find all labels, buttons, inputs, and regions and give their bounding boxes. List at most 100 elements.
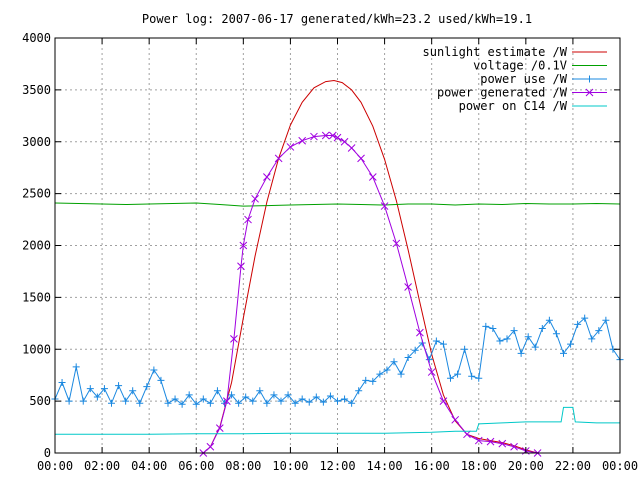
data-point: [321, 131, 330, 140]
data-point: [286, 143, 295, 151]
data-point: [256, 387, 264, 395]
y-tick-label: 2500: [22, 187, 51, 201]
data-point: [298, 136, 307, 145]
data-point: [560, 349, 567, 357]
data-point: [368, 173, 377, 181]
data-point: [486, 437, 495, 446]
legend-entry: power generated /W: [437, 86, 607, 100]
x-tick-label: 02:00: [84, 459, 120, 473]
data-point: [602, 316, 610, 324]
data-point: [439, 397, 448, 405]
y-tick-label: 1500: [22, 290, 51, 304]
series-0: [202, 79, 538, 454]
data-point: [474, 436, 483, 445]
data-point: [192, 400, 200, 408]
data-point: [122, 397, 130, 405]
legend-label: voltage /0.1V: [473, 59, 567, 73]
data-point: [263, 399, 271, 407]
data-point: [284, 391, 292, 399]
y-tick-label: 1000: [22, 342, 51, 356]
data-point: [199, 395, 207, 403]
data-point: [416, 328, 424, 337]
data-point: [552, 330, 560, 338]
data-point: [482, 322, 490, 330]
x-tick-label: 12:00: [319, 459, 355, 473]
data-point: [164, 399, 172, 407]
legend-label: power on C14 /W: [459, 99, 568, 113]
data-point: [65, 397, 73, 405]
data-point: [347, 144, 356, 152]
data-point: [425, 356, 433, 364]
data-point: [206, 442, 215, 451]
data-point: [328, 131, 337, 140]
y-tick-label: 3000: [22, 135, 51, 149]
data-point: [86, 385, 94, 393]
x-tick-label: 00:00: [37, 459, 73, 473]
data-point: [376, 370, 384, 378]
data-point: [150, 366, 158, 374]
data-point: [454, 370, 462, 378]
data-point: [517, 349, 525, 357]
data-point: [404, 283, 412, 291]
data-point: [380, 202, 389, 210]
data-point: [475, 374, 483, 382]
data-point: [157, 376, 165, 384]
x-tick-label: 08:00: [225, 459, 261, 473]
data-point: [574, 320, 582, 328]
data-point: [545, 316, 553, 324]
data-point: [79, 397, 87, 405]
data-point: [129, 387, 137, 395]
data-point: [58, 378, 66, 386]
data-point: [171, 395, 179, 403]
data-point: [319, 398, 327, 406]
data-point: [439, 340, 447, 348]
y-tick-label: 3500: [22, 83, 51, 97]
data-point: [432, 337, 440, 345]
data-point: [404, 354, 412, 362]
series-line: [54, 317, 621, 405]
x-tick-label: 10:00: [272, 459, 308, 473]
data-point: [503, 335, 511, 343]
y-tick-label: 0: [44, 446, 51, 460]
data-point: [355, 387, 363, 395]
data-point: [498, 439, 507, 448]
x-tick-label: 16:00: [414, 459, 450, 473]
series-line: [202, 79, 538, 454]
data-point: [510, 327, 518, 335]
data-point: [588, 335, 596, 343]
data-point: [496, 337, 504, 345]
data-point: [340, 137, 349, 146]
data-point: [468, 372, 476, 380]
data-point: [249, 397, 257, 405]
data-point: [206, 399, 214, 407]
data-point: [298, 395, 306, 403]
grid: [55, 38, 620, 453]
series-line: [54, 202, 621, 207]
data-point: [348, 399, 356, 407]
y-tick-label: 4000: [22, 31, 51, 45]
data-point: [531, 343, 539, 351]
data-point: [72, 363, 80, 371]
data-point: [326, 392, 334, 400]
legend-label: sunlight estimate /W: [423, 45, 568, 59]
x-tick-label: 04:00: [131, 459, 167, 473]
data-point: [362, 376, 370, 384]
data-point: [383, 366, 391, 374]
data-point: [427, 368, 436, 376]
x-tick-label: 14:00: [367, 459, 403, 473]
legend-label: power generated /W: [437, 86, 568, 100]
data-point: [567, 340, 575, 348]
data-point: [397, 370, 405, 378]
data-point: [463, 430, 471, 439]
data-point: [136, 399, 144, 407]
data-point: [392, 239, 401, 248]
legend-entry: voltage /0.1V: [473, 59, 607, 73]
legend-marker: [585, 88, 594, 97]
chart-title: Power log: 2007-06-17 generated/kWh=23.2…: [142, 12, 532, 26]
data-point: [215, 424, 224, 432]
data-point: [461, 345, 469, 353]
data-point: [489, 325, 497, 332]
x-tick-label: 18:00: [461, 459, 497, 473]
